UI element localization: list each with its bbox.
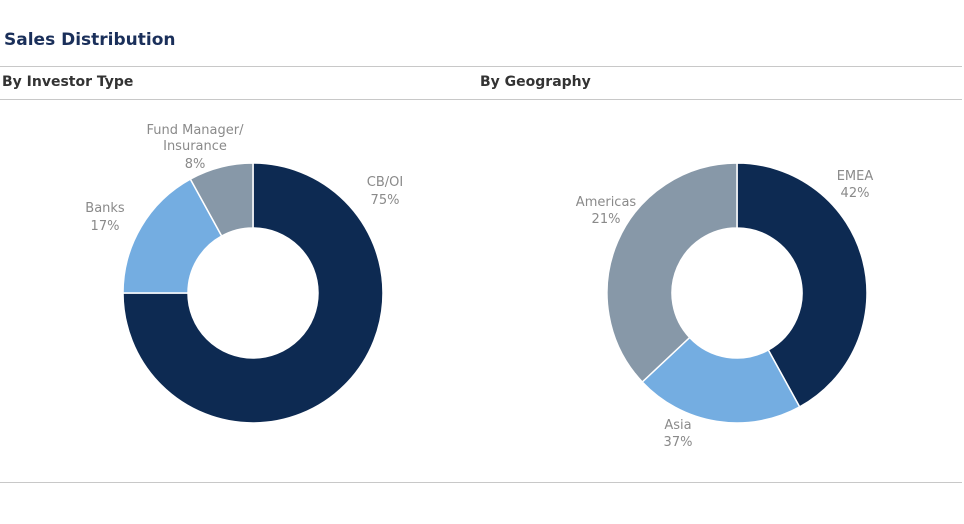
slice-value-label: 21% [591, 212, 621, 227]
slice-label: Americas [575, 195, 637, 210]
donut-slice [122, 162, 384, 424]
slice-value-label: 37% [663, 435, 693, 450]
slice-value-label: 8% [184, 157, 206, 172]
slice-label: EMEA [836, 169, 874, 184]
divider [0, 99, 962, 100]
slice-label: Fund Manager/ Insurance [146, 123, 244, 154]
slice-label: CB/OI [366, 175, 404, 190]
slice-label: Asia [664, 418, 692, 433]
page-title: Sales Distribution [4, 30, 176, 50]
chart-title: By Investor Type [2, 74, 134, 90]
slice-value-label: 42% [840, 186, 870, 201]
slice-value-label: 17% [90, 219, 120, 234]
donut-slice [189, 162, 254, 238]
slice-label: Banks [85, 201, 125, 216]
donut-slice [606, 162, 738, 384]
donut-slice [736, 162, 868, 408]
slice-value-label: 75% [370, 193, 400, 208]
donut-slice [641, 336, 801, 424]
divider [0, 66, 962, 67]
divider [0, 482, 962, 483]
chart-title: By Geography [480, 74, 591, 90]
